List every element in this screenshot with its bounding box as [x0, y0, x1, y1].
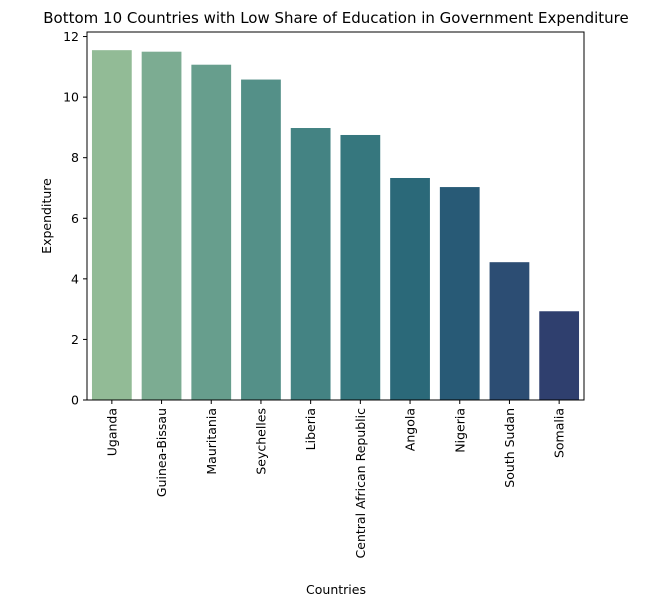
- chart-title: Bottom 10 Countries with Low Share of Ed…: [43, 9, 628, 27]
- y-tick-label: 2: [71, 332, 79, 347]
- x-tick-label: Central African Republic: [353, 408, 368, 559]
- y-tick-label: 8: [71, 150, 79, 165]
- bar-guinea-bissau: [141, 51, 182, 400]
- y-axis: 0 2 4 6 8 10 12: [63, 29, 87, 408]
- bar-mauritania: [191, 64, 232, 401]
- x-tick-label: Somalia: [552, 408, 567, 458]
- x-tick-label: Liberia: [303, 408, 318, 450]
- y-axis-label: Expenditure: [39, 178, 54, 254]
- x-tick-label: Mauritania: [204, 408, 219, 475]
- x-axis-label: Countries: [306, 582, 366, 597]
- y-tick-label: 0: [71, 393, 79, 408]
- plot-frame: [86, 31, 585, 401]
- x-tick-label: Nigeria: [452, 408, 467, 453]
- y-tick-label: 10: [63, 90, 79, 105]
- y-tick-label: 4: [71, 271, 79, 286]
- x-tick-label: Angola: [403, 408, 418, 451]
- y-tick-label: 12: [63, 29, 79, 44]
- bar-liberia: [290, 128, 331, 400]
- x-tick-label: Uganda: [104, 408, 119, 456]
- x-tick-label: South Sudan: [502, 408, 517, 488]
- bar-angola: [390, 177, 430, 400]
- bar-seychelles: [241, 79, 281, 401]
- bar-nigeria: [439, 187, 480, 400]
- bars-group: [91, 50, 580, 401]
- bar-uganda: [91, 50, 132, 401]
- y-tick-label: 6: [71, 211, 79, 226]
- x-axis: Uganda Guinea-Bissau Mauritania Seychelles L…: [104, 400, 567, 559]
- bar-central-african-republic: [340, 134, 381, 401]
- bar-somalia: [539, 311, 580, 400]
- x-tick-label: Guinea-Bissau: [154, 408, 169, 497]
- bar-south-sudan: [489, 262, 530, 400]
- x-tick-label: Seychelles: [253, 408, 268, 475]
